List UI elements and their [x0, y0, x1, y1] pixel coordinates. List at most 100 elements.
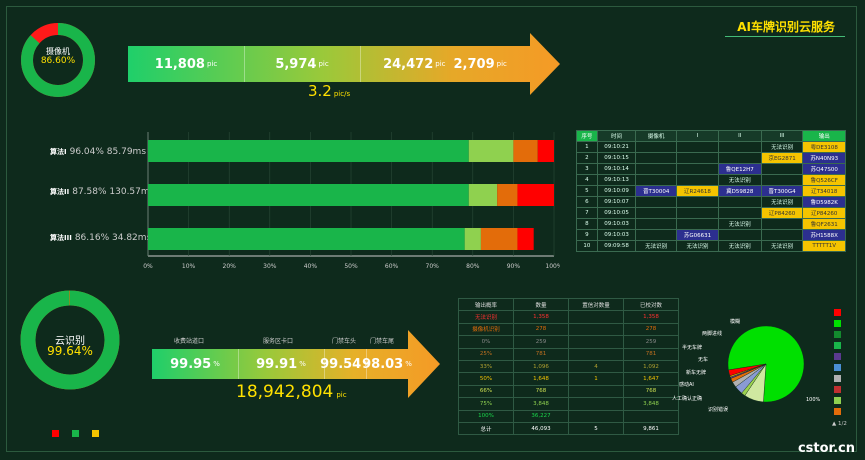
records-cell: 1: [576, 141, 598, 153]
records-cell: 09:10:09: [596, 185, 637, 197]
pie-legend-swatch[interactable]: [834, 375, 841, 382]
stats-cell: [568, 384, 624, 399]
stats-row: 无法识别 1,358 1,358: [458, 310, 679, 324]
records-cell: 9: [576, 229, 598, 241]
stats-cell: 1,358: [513, 310, 569, 324]
records-cell: [717, 152, 762, 164]
stats-header-cell: 数量: [513, 297, 569, 312]
pie-slice[interactable]: [728, 363, 767, 377]
records-cell: 苏Q47S00: [802, 163, 846, 175]
cloud-donut-label: 云识别: [55, 336, 85, 347]
records-cell: [717, 141, 762, 153]
cloud-donut-chart: [20, 290, 120, 390]
records-cell: 09:10:15: [596, 152, 637, 164]
records-cell: 09:09:58: [596, 240, 637, 252]
throughput-rate: 3.2 pic/s: [308, 82, 351, 100]
records-row[interactable]: 9 09:10:03 苏G06631 苏H1588X: [576, 229, 846, 241]
pie-label: 感动AI: [679, 382, 694, 388]
records-cell: 苏G06631: [676, 229, 719, 241]
camera-donut-chart: [21, 23, 95, 97]
stats-cell: 278: [623, 322, 679, 337]
records-cell: [635, 141, 678, 153]
bar-segment: [537, 140, 554, 162]
bar-segment: [148, 228, 465, 250]
stats-cell: 259: [623, 335, 679, 349]
records-cell: 无法识别: [635, 240, 678, 252]
arrow-caption-2: 服务区卡口: [263, 338, 294, 345]
stats-cell: 259: [513, 335, 569, 349]
bar-segment: [464, 228, 481, 250]
records-row[interactable]: 10 09:09:58 无法识别 无法识别 无法识别 无法识别 TTTTT1V: [576, 240, 846, 252]
confidence-stats-table: 输出概率 数量 置信对数量 已校对数 无法识别 1,358 1,358 摄像机识别 278 27…: [458, 297, 679, 436]
pie-label: 新车无牌: [686, 370, 707, 376]
stats-cell: [568, 347, 624, 361]
stats-cell: 9,861: [623, 421, 679, 436]
pie-label: 无车: [698, 357, 709, 363]
records-cell: 鲁QE12H7: [717, 163, 762, 175]
records-cell: 5: [576, 185, 598, 197]
records-header-row: 序号 时间 摄像机 I II III 输出: [576, 130, 846, 142]
records-row[interactable]: 6 09:10:07 无法识别 鲁D5982K: [576, 196, 846, 208]
pie-legend-swatch[interactable]: [834, 364, 841, 371]
records-cell: 09:10:05: [596, 207, 637, 219]
stats-cell: 36,227: [513, 409, 569, 423]
algorithm-1-label: 算法I 96.04% 85.79ms: [50, 147, 147, 157]
pie-legend-swatch[interactable]: [834, 397, 841, 404]
pie-legend-swatch[interactable]: [834, 320, 841, 327]
accuracy-segments: 99.95% 99.91% 99.54% 98.03%: [152, 349, 412, 379]
pie-label: 模糊: [730, 319, 741, 325]
records-cell: 晋T300G4: [760, 185, 804, 197]
pie-label: 人工确认正确: [672, 396, 703, 402]
records-header-cell: 摄像机: [635, 130, 678, 142]
throughput-arrow: [128, 33, 560, 95]
stats-cell: 3,848: [513, 397, 569, 411]
records-row[interactable]: 7 09:10:05 辽P84260 辽P84260: [576, 207, 846, 219]
records-row[interactable]: 8 09:10:03 无法识别 鲁QF2631: [576, 218, 846, 230]
stats-cell: 摄像机识别: [458, 322, 514, 337]
records-cell: 无法识别: [676, 240, 719, 252]
cloud-legend-yellow: [92, 430, 99, 437]
records-row[interactable]: 3 09:10:14 鲁QE12H7 苏Q47S00: [576, 163, 846, 175]
records-cell: [717, 196, 762, 208]
stats-row: 50% 1,648 1 1,647: [458, 372, 679, 386]
records-cell: [635, 229, 678, 241]
pie-legend-swatch[interactable]: [834, 353, 841, 360]
stats-cell: 75%: [458, 397, 514, 411]
stats-cell: 278: [513, 322, 569, 337]
pie-legend-swatch[interactable]: [834, 309, 841, 316]
pie-legend-swatch[interactable]: [834, 408, 841, 415]
stats-cell: [623, 409, 679, 423]
algorithm-bar-chart: 0% 10% 20% 30% 40% 50% 60% 70% 80% 90% 100%: [143, 132, 560, 270]
bar-segment: [468, 140, 514, 162]
records-row[interactable]: 4 09:10:13 无法识别 鲁Q526CF: [576, 174, 846, 186]
records-row[interactable]: 2 09:10:15 京EG2871 苏N40N93: [576, 152, 846, 164]
bar-tick-label: 90%: [507, 263, 521, 270]
bar-tick-label: 50%: [344, 263, 358, 270]
records-cell: [717, 207, 762, 219]
records-row[interactable]: 1 09:10:21 无法识别 粤DE3108: [576, 141, 846, 153]
records-cell: [760, 163, 804, 175]
records-cell: 无法识别: [760, 196, 804, 208]
records-cell: [635, 163, 678, 175]
throughput-segments: 11,808 pic 5,974 pic 24,472 pic 2,709 pic: [128, 46, 530, 82]
stats-cell: 768: [513, 384, 569, 399]
legend-pager[interactable]: ▲ 1/2: [832, 421, 847, 427]
pie-legend-swatch[interactable]: [834, 331, 841, 338]
stats-cell: [568, 310, 624, 324]
pie-legend-swatch[interactable]: [834, 342, 841, 349]
records-cell: 苏H1588X: [802, 229, 846, 241]
camera-donut-value: 86.60%: [40, 56, 76, 66]
stats-cell: 781: [513, 347, 569, 361]
records-row[interactable]: 5 09:10:09 晋T30004 辽R24618 冀D59828 晋T300G4 辽T3…: [576, 185, 846, 197]
confidence-pie-chart: [727, 325, 805, 403]
accuracy-arrow: [152, 330, 440, 398]
records-cell: 冀D59828: [717, 185, 762, 197]
bar-segment: [513, 140, 538, 162]
records-cell: 无法识别: [717, 240, 762, 252]
records-cell: 鲁D5982K: [802, 196, 846, 208]
pie-legend-swatch[interactable]: [834, 386, 841, 393]
accuracy-segment-1: 99.95%: [152, 349, 239, 379]
arrow-caption-3: 门禁车头: [332, 338, 357, 345]
bar-segment: [517, 228, 534, 250]
camera-donut-label: 摄像机: [46, 47, 70, 56]
